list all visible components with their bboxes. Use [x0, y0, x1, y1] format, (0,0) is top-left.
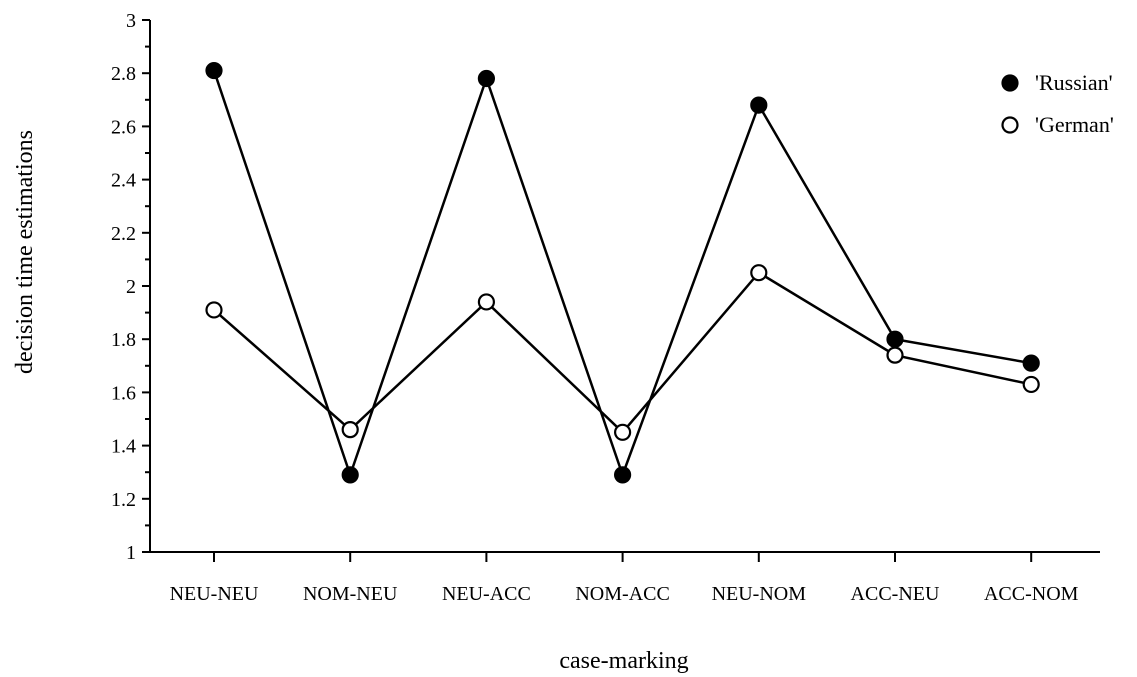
data-point-russian	[750, 96, 768, 114]
data-point-german	[205, 301, 223, 319]
x-axis-title: case-marking	[559, 648, 688, 674]
data-point-russian	[341, 466, 359, 484]
y-tick-label: 3	[126, 10, 136, 32]
data-point-german	[341, 421, 359, 439]
x-tick-label: ACC-NOM	[984, 583, 1079, 605]
y-tick-label: 1.8	[111, 329, 136, 351]
series-line-german	[213, 271, 1032, 435]
x-tick-label: NOM-NEU	[303, 583, 398, 605]
x-tick-label: NOM-ACC	[575, 583, 669, 605]
data-point-german	[477, 293, 495, 311]
data-point-russian	[477, 69, 495, 88]
y-tick-label: 1.4	[111, 436, 136, 458]
y-tick-label: 2.6	[111, 116, 136, 138]
data-point-german	[613, 423, 632, 441]
x-tick-label: NEU-NEU	[170, 583, 259, 605]
y-ticks: 1 1.2 1.4 1.6 1.8 2 2.2 2.4 2.6 2.8 3	[111, 10, 150, 564]
x-ticks: NEU-NEU NOM-NEU NEU-ACC NOM-ACC NEU-NOM ACC-N…	[170, 552, 1079, 605]
legend: 'Russian' 'German'	[1001, 70, 1114, 137]
y-tick-label: 1	[126, 542, 136, 564]
x-tick-label: NEU-ACC	[442, 583, 531, 605]
y-tick-label: 2	[126, 276, 136, 298]
y-tick-label: 2.2	[111, 223, 136, 245]
x-tick-label: ACC-NEU	[851, 583, 940, 605]
y-tick-label: 1.6	[111, 382, 136, 404]
y-axis-title: decision time estimations	[12, 130, 38, 374]
legend-marker-german	[1001, 116, 1019, 134]
legend-label-german: 'German'	[1035, 112, 1114, 137]
x-tick-label: NEU-NOM	[712, 583, 807, 605]
data-point-german	[750, 264, 768, 282]
series-layer	[205, 61, 1040, 484]
data-point-german	[1022, 375, 1040, 394]
y-tick-label: 1.2	[111, 489, 136, 511]
data-point-russian	[1022, 354, 1040, 372]
data-point-russian	[205, 61, 223, 80]
series-line-russian	[212, 70, 1032, 479]
y-tick-label: 2.8	[111, 63, 136, 85]
data-point-russian	[613, 466, 632, 484]
y-tick-label: 2.4	[111, 170, 136, 192]
legend-marker-russian	[1001, 74, 1019, 92]
data-point-russian	[886, 330, 904, 348]
data-point-german	[886, 346, 904, 364]
legend-label-russian: 'Russian'	[1035, 70, 1113, 95]
